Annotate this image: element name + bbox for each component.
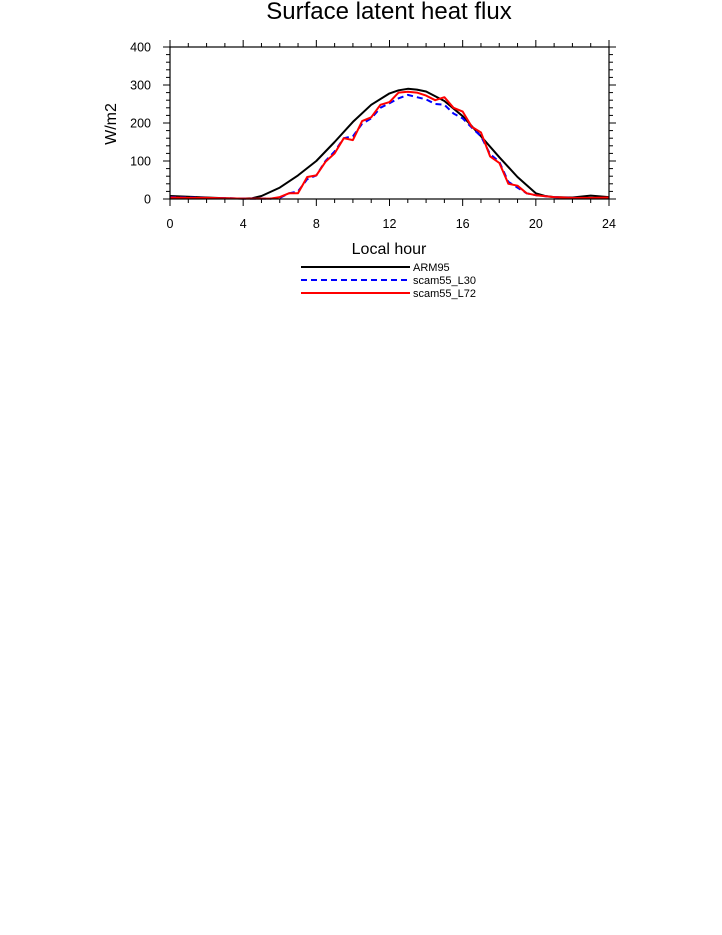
y-tick-label: 0 [144,193,151,207]
x-tick-label: 20 [529,217,543,231]
legend-label: ARM95 [413,262,450,274]
x-tick-label: 24 [602,217,616,231]
x-tick-label: 4 [240,217,247,231]
x-tick-label: 0 [167,217,174,231]
plot-frame [169,46,610,200]
axis-tick-labels: 0 4 8 12 16 20 24 0 100 200 300 400 [130,41,616,232]
y-tick-label: 300 [130,79,151,93]
series-line-scam55-l72 [169,90,610,200]
y-tick-label: 100 [130,155,151,169]
y-tick-label: 200 [130,117,151,131]
legend-label: scam55_L30 [413,275,476,287]
chart-title: Surface latent heat flux [266,0,511,25]
series-layer [169,87,610,200]
x-axis-label: Local hour [352,241,427,258]
y-axis-label: W/m2 [103,103,120,145]
x-tick-label: 16 [456,217,470,231]
series-line-scam55-l30 [169,93,610,200]
x-tick-label: 8 [313,217,320,231]
y-tick-label: 400 [130,41,151,55]
series-line-arm95 [169,87,610,200]
legend-label: scam55_L72 [413,288,476,300]
x-tick-label: 12 [383,217,397,231]
axis-ticks [163,40,616,206]
